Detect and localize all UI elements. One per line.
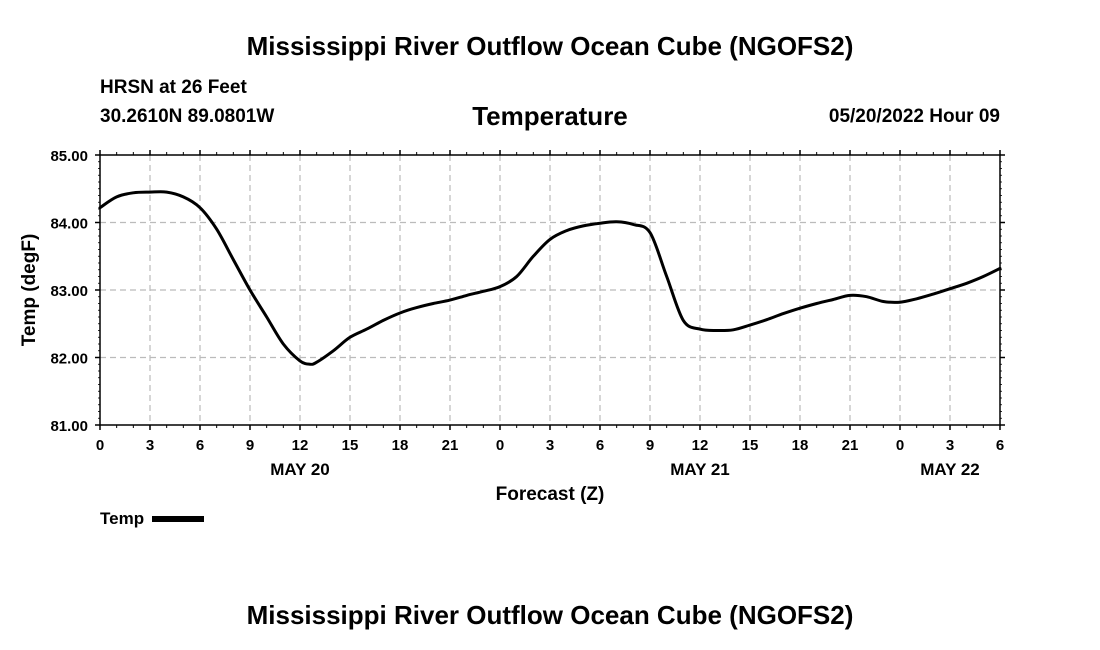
x-tick-label: 21 — [442, 437, 459, 454]
y-tick-label: 85.00 — [50, 148, 88, 165]
coordinates-label: 30.2610N 89.0801W — [100, 106, 275, 127]
x-tick-label: 15 — [342, 437, 359, 454]
temp-series-line — [98, 190, 1002, 366]
x-axis-label: Forecast (Z) — [496, 484, 605, 505]
x-tick-label: 21 — [842, 437, 859, 454]
chart-title: Mississippi River Outflow Ocean Cube (NG… — [246, 31, 854, 61]
x-tick-label: 12 — [292, 437, 309, 454]
legend: Temp — [100, 509, 205, 529]
station-label: HRSN at 26 Feet — [100, 77, 247, 98]
x-tick-label: 9 — [646, 437, 654, 454]
x-tick-label: 9 — [246, 437, 254, 454]
x-tick-label: 6 — [996, 437, 1004, 454]
x-tick-label: 3 — [946, 437, 954, 454]
legend-swatch — [152, 515, 205, 522]
grid-lines — [100, 155, 1000, 425]
x-tick-label: 6 — [596, 437, 604, 454]
x-tick-label: 12 — [692, 437, 709, 454]
legend-label: Temp — [100, 509, 145, 528]
plot-frame — [99, 154, 1001, 426]
y-tick-label: 82.00 — [50, 351, 88, 368]
date-label: MAY 21 — [670, 460, 730, 479]
y-tick-label: 84.00 — [50, 216, 88, 233]
footer-title: Mississippi River Outflow Ocean Cube (NG… — [246, 600, 854, 630]
y-axis-label: Temp (degF) — [19, 234, 40, 347]
x-tick-label: 15 — [742, 437, 759, 454]
date-label: MAY 22 — [920, 460, 980, 479]
chart-subtitle: Temperature — [472, 101, 628, 131]
date-label: MAY 20 — [270, 460, 330, 479]
x-tick-label: 3 — [546, 437, 554, 454]
x-tick-label: 3 — [146, 437, 154, 454]
y-tick-label: 83.00 — [50, 283, 88, 300]
y-tick-label: 81.00 — [50, 418, 88, 435]
axis-labels: 0 3 6 9 12 15 18 21 0 3 6 9 12 15 18 21 0 3 6 81.00 82.00 83.… — [50, 148, 1004, 479]
x-tick-label: 0 — [496, 437, 504, 454]
x-tick-label: 0 — [896, 437, 904, 454]
forecast-datetime: 05/20/2022 Hour 09 — [828, 106, 1000, 127]
x-tick-label: 6 — [196, 437, 204, 454]
x-tick-label: 18 — [392, 437, 409, 454]
x-tick-label: 18 — [792, 437, 809, 454]
x-tick-label: 0 — [96, 437, 104, 454]
